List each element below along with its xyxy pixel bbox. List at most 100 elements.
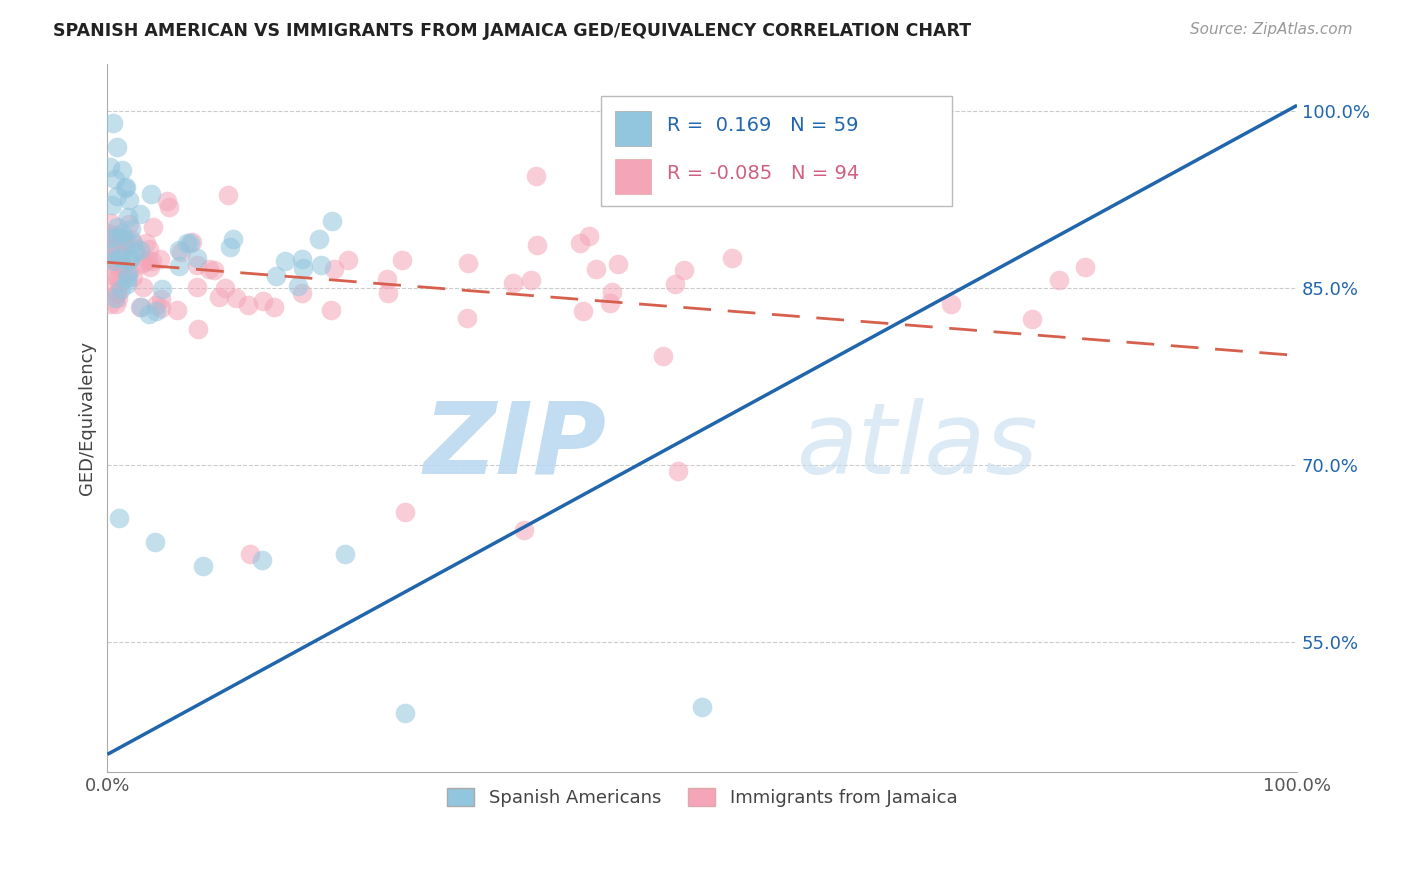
Point bbox=[291, 285, 314, 300]
Point bbox=[103, 116, 125, 130]
Point bbox=[100, 216, 122, 230]
Point bbox=[150, 282, 173, 296]
Point bbox=[98, 231, 121, 245]
Point bbox=[236, 298, 259, 312]
Point bbox=[108, 261, 131, 276]
Point bbox=[98, 241, 121, 255]
Point bbox=[519, 273, 541, 287]
Point bbox=[143, 535, 166, 549]
Point bbox=[187, 321, 209, 335]
Point bbox=[129, 301, 152, 315]
Point bbox=[112, 237, 135, 252]
Point bbox=[111, 163, 134, 178]
Point bbox=[105, 297, 128, 311]
Point bbox=[156, 194, 179, 208]
Point bbox=[319, 303, 342, 318]
Point bbox=[125, 241, 148, 255]
Point bbox=[524, 169, 547, 183]
Point bbox=[572, 303, 595, 318]
Point bbox=[138, 308, 160, 322]
Point bbox=[118, 253, 141, 268]
Point bbox=[108, 511, 131, 525]
Point bbox=[110, 282, 132, 296]
Point bbox=[263, 300, 285, 314]
Point bbox=[129, 257, 152, 271]
FancyBboxPatch shape bbox=[616, 112, 651, 146]
Point bbox=[107, 230, 129, 244]
Point bbox=[673, 262, 696, 277]
Point bbox=[98, 252, 121, 266]
Point bbox=[176, 236, 198, 251]
Point bbox=[128, 207, 150, 221]
Point bbox=[101, 248, 124, 262]
Point bbox=[1073, 260, 1095, 275]
Point bbox=[179, 235, 201, 250]
Point bbox=[202, 263, 225, 277]
Point bbox=[132, 279, 155, 293]
Point bbox=[138, 242, 160, 256]
Point bbox=[335, 547, 357, 561]
Point bbox=[291, 260, 314, 275]
Point bbox=[239, 547, 262, 561]
Point bbox=[98, 161, 121, 175]
Point bbox=[110, 248, 132, 262]
Point bbox=[668, 464, 690, 478]
Point bbox=[121, 236, 143, 251]
Y-axis label: GED/Equivalency: GED/Equivalency bbox=[79, 341, 96, 495]
Point bbox=[115, 179, 138, 194]
Point bbox=[118, 265, 141, 279]
Point bbox=[721, 251, 744, 265]
Point bbox=[150, 292, 173, 306]
Point bbox=[98, 227, 121, 241]
Point bbox=[98, 297, 121, 311]
Point bbox=[134, 235, 156, 250]
Point bbox=[690, 700, 713, 714]
Point bbox=[287, 279, 309, 293]
Point bbox=[111, 227, 134, 241]
Point bbox=[607, 257, 630, 271]
Point bbox=[600, 285, 623, 299]
Point bbox=[105, 230, 128, 244]
Point bbox=[120, 222, 142, 236]
Point bbox=[391, 252, 413, 267]
Point bbox=[145, 303, 167, 318]
Point bbox=[664, 277, 686, 291]
Point bbox=[377, 286, 399, 301]
Point bbox=[104, 291, 127, 305]
Point bbox=[105, 219, 128, 234]
Point bbox=[159, 200, 181, 214]
Point bbox=[112, 235, 135, 249]
Legend: Spanish Americans, Immigrants from Jamaica: Spanish Americans, Immigrants from Jamai… bbox=[439, 779, 966, 816]
Point bbox=[274, 254, 297, 268]
Point bbox=[186, 251, 208, 265]
Point bbox=[118, 217, 141, 231]
Point bbox=[129, 244, 152, 258]
Point bbox=[121, 270, 143, 285]
Text: R = -0.085   N = 94: R = -0.085 N = 94 bbox=[666, 164, 859, 183]
Point bbox=[118, 193, 141, 207]
Point bbox=[170, 244, 193, 259]
Point bbox=[323, 262, 346, 277]
Point bbox=[98, 238, 121, 252]
Point bbox=[457, 256, 479, 270]
Point bbox=[526, 238, 548, 252]
Point bbox=[652, 349, 675, 363]
Text: atlas: atlas bbox=[797, 398, 1039, 495]
Point bbox=[214, 281, 236, 295]
Point bbox=[375, 272, 398, 286]
Point bbox=[105, 285, 128, 300]
Point bbox=[98, 268, 121, 283]
Point bbox=[114, 231, 136, 245]
Point bbox=[98, 227, 121, 242]
Point bbox=[166, 302, 188, 317]
Point bbox=[291, 252, 314, 266]
Point bbox=[103, 253, 125, 268]
Point bbox=[309, 258, 332, 272]
Point bbox=[225, 291, 247, 305]
Point bbox=[98, 279, 121, 293]
Point bbox=[149, 301, 172, 315]
Point bbox=[129, 300, 152, 314]
Point bbox=[145, 298, 167, 312]
Point bbox=[207, 290, 229, 304]
Point bbox=[1021, 311, 1043, 326]
